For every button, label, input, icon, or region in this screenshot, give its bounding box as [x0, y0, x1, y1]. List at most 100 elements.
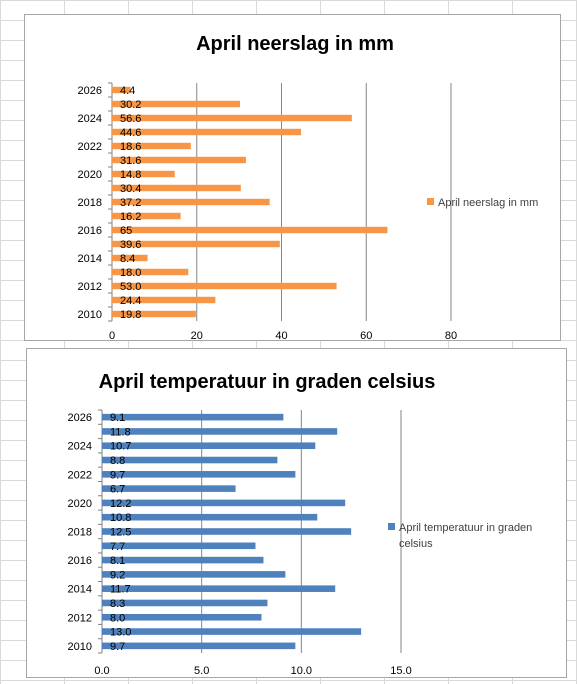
- data-label: 24.4: [120, 295, 141, 307]
- bar[interactable]: [102, 428, 338, 435]
- bar[interactable]: [112, 310, 196, 318]
- category-label: 2010: [78, 309, 102, 321]
- data-label: 37.2: [120, 197, 141, 209]
- bar[interactable]: [102, 585, 336, 592]
- data-label: 13.0: [110, 627, 131, 639]
- data-label: 16.2: [120, 211, 141, 223]
- x-tick-label: 10.0: [291, 665, 312, 677]
- bar[interactable]: [112, 226, 388, 234]
- data-label: 11.8: [110, 426, 131, 438]
- data-label: 30.2: [120, 99, 141, 111]
- category-label: 2020: [68, 498, 92, 510]
- x-tick-label: 80: [445, 330, 457, 340]
- bar[interactable]: [102, 642, 296, 650]
- legend-label: April neerslag in mm: [438, 197, 538, 209]
- chart-temperature[interactable]: April temperatuur in graden celsius 0.0 5.…: [26, 348, 567, 678]
- bar[interactable]: [102, 442, 316, 450]
- chart-title: April neerslag in mm: [196, 33, 394, 55]
- bar[interactable]: [102, 571, 286, 578]
- bar[interactable]: [102, 556, 264, 564]
- category-label: 2012: [68, 612, 92, 624]
- bar[interactable]: [112, 142, 191, 150]
- data-label: 44.6: [120, 127, 141, 139]
- data-label: 31.6: [120, 155, 141, 167]
- x-tick-label: 20: [191, 330, 203, 340]
- x-tick-label: 0: [109, 330, 115, 340]
- data-label: 14.8: [120, 169, 141, 181]
- bar[interactable]: [112, 282, 337, 290]
- x-tick-label: 15.0: [390, 665, 411, 677]
- category-label: 2022: [78, 141, 102, 153]
- bar[interactable]: [112, 128, 301, 136]
- category-label: 2016: [68, 555, 92, 567]
- x-tick-label: 60: [360, 330, 372, 340]
- bar[interactable]: [112, 212, 181, 220]
- category-label: 2024: [68, 441, 92, 453]
- data-label: 6.7: [110, 484, 125, 496]
- chart-temperature-svg: April temperatuur in graden celsius 0.0 5.…: [68, 371, 533, 677]
- category-label: 2018: [78, 197, 102, 209]
- bar[interactable]: [112, 170, 175, 178]
- bar[interactable]: [112, 184, 241, 192]
- category-label: 2010: [68, 641, 92, 653]
- bar[interactable]: [112, 254, 148, 262]
- chart-title: April temperatuur in graden celsius: [99, 371, 436, 393]
- bar[interactable]: [102, 456, 278, 464]
- data-label: 10.7: [110, 441, 131, 453]
- data-label: 9.2: [110, 569, 125, 581]
- category-label: 2014: [78, 253, 102, 265]
- legend-swatch: [388, 523, 395, 530]
- data-label: 10.8: [110, 512, 131, 524]
- category-label: 2014: [68, 584, 92, 596]
- bar[interactable]: [102, 513, 318, 521]
- category-label: 2024: [78, 113, 102, 125]
- category-label: 2026: [68, 412, 92, 424]
- chart-precipitation[interactable]: April neerslag in mm 0 20 40 60 80 19.8 2010 24.…: [24, 14, 561, 341]
- x-tick-label: 5.0: [194, 665, 209, 677]
- bar[interactable]: [102, 528, 352, 535]
- data-label: 9.1: [110, 412, 125, 424]
- category-label: 2012: [78, 281, 102, 293]
- category-label: 2022: [68, 469, 92, 481]
- data-label: 9.7: [110, 641, 125, 653]
- bar[interactable]: [102, 628, 362, 635]
- bar[interactable]: [112, 156, 246, 164]
- data-label: 8.0: [110, 612, 125, 624]
- category-label: 2026: [78, 85, 102, 97]
- data-label: 12.2: [110, 498, 131, 510]
- bar[interactable]: [112, 100, 240, 108]
- chart-precipitation-svg: April neerslag in mm 0 20 40 60 80 19.8 2010 24.…: [78, 33, 539, 340]
- data-label: 9.7: [110, 469, 125, 481]
- bar[interactable]: [112, 198, 270, 206]
- data-label: 65: [120, 225, 132, 237]
- x-tick-label: 40: [275, 330, 287, 340]
- data-label: 7.7: [110, 541, 125, 553]
- data-label: 12.5: [110, 527, 131, 539]
- data-label: 11.7: [110, 584, 131, 596]
- data-label: 18.0: [120, 267, 141, 279]
- bar[interactable]: [112, 268, 189, 276]
- data-label: 56.6: [120, 113, 141, 125]
- category-label: 2016: [78, 225, 102, 237]
- bar[interactable]: [102, 413, 284, 421]
- bar[interactable]: [102, 499, 346, 507]
- data-label: 8.8: [110, 455, 125, 467]
- bar[interactable]: [102, 613, 262, 621]
- legend-swatch: [427, 198, 434, 205]
- bar[interactable]: [102, 471, 296, 478]
- bar[interactable]: [102, 599, 268, 607]
- bar[interactable]: [112, 296, 216, 304]
- bar[interactable]: [112, 86, 131, 94]
- legend-label: April temperatuur in graden: [399, 522, 532, 534]
- bar[interactable]: [112, 114, 352, 122]
- bar[interactable]: [102, 485, 236, 492]
- data-label: 53.0: [120, 281, 141, 293]
- data-label: 39.6: [120, 239, 141, 251]
- data-label: 8.4: [120, 253, 135, 265]
- bar[interactable]: [102, 542, 256, 550]
- data-label: 19.8: [120, 309, 141, 321]
- bar[interactable]: [112, 240, 280, 248]
- data-label: 8.1: [110, 555, 125, 567]
- data-label: 4.4: [120, 85, 135, 97]
